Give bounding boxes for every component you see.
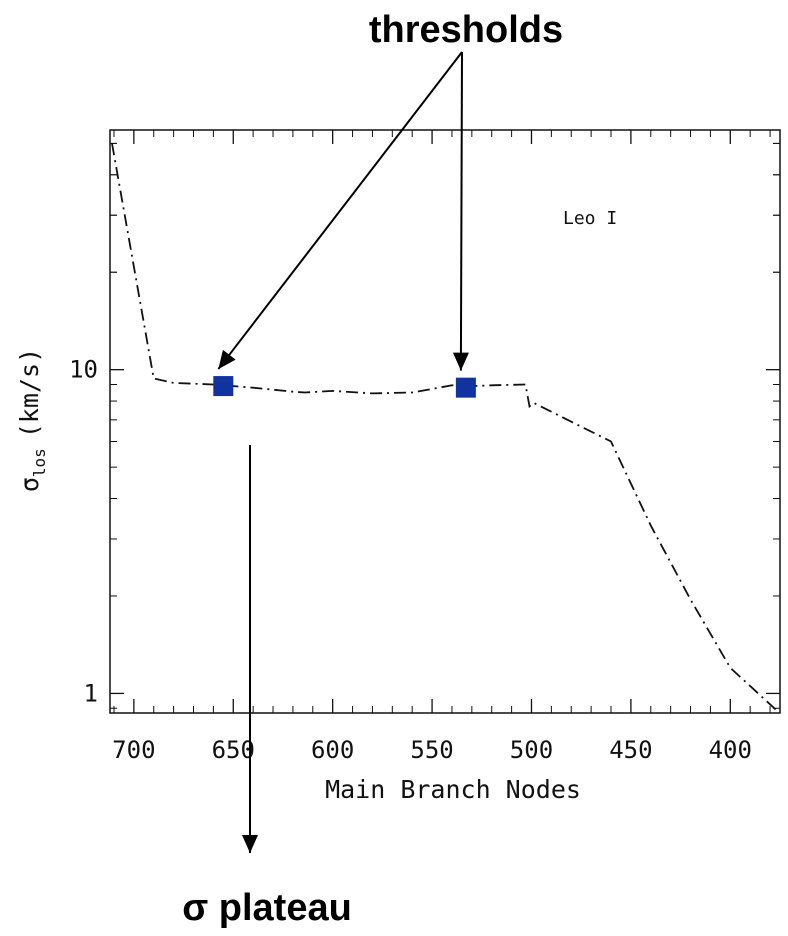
threshold-markers [213, 376, 476, 398]
x-tick-label: 550 [410, 736, 453, 764]
x-axis-title: Main Branch Nodes [325, 775, 581, 804]
threshold-marker [455, 377, 476, 398]
arrow-to-right-threshold-head [452, 352, 469, 371]
sigma-series-line [111, 143, 777, 711]
axis-tick-labels: 700 650 600 550 500 450 400 1 10 [69, 356, 752, 764]
y-tick-label: 1 [84, 679, 98, 707]
x-tick-label: 700 [112, 736, 155, 764]
y-axis-title-subscript: los [30, 448, 49, 477]
sigma-plateau-label: σ plateau [182, 887, 352, 929]
y-axis-title-symbol: σ [15, 477, 44, 492]
x-tick-label: 500 [510, 736, 553, 764]
x-tick-label: 450 [609, 736, 652, 764]
plot-frame [109, 129, 781, 714]
annotation-arrows [217, 51, 469, 853]
axis-ticks [110, 130, 780, 713]
y-tick-label: 10 [69, 356, 98, 384]
arrow-to-right-threshold-shaft [459, 51, 463, 371]
arrow-to-left-threshold-head [218, 349, 236, 370]
legend-text: Leo I [563, 208, 617, 229]
x-tick-label: 400 [709, 736, 752, 764]
x-tick-label: 650 [212, 736, 255, 764]
arrow-to-plateau-label-head [242, 835, 258, 853]
y-axis-title-units: (km/s) [15, 348, 44, 438]
arrow-to-left-threshold-shaft [217, 51, 463, 370]
threshold-marker [213, 376, 234, 397]
thresholds-label: thresholds [369, 9, 563, 51]
y-axis-title: σlos (km/s) [15, 348, 49, 492]
x-tick-label: 600 [311, 736, 354, 764]
